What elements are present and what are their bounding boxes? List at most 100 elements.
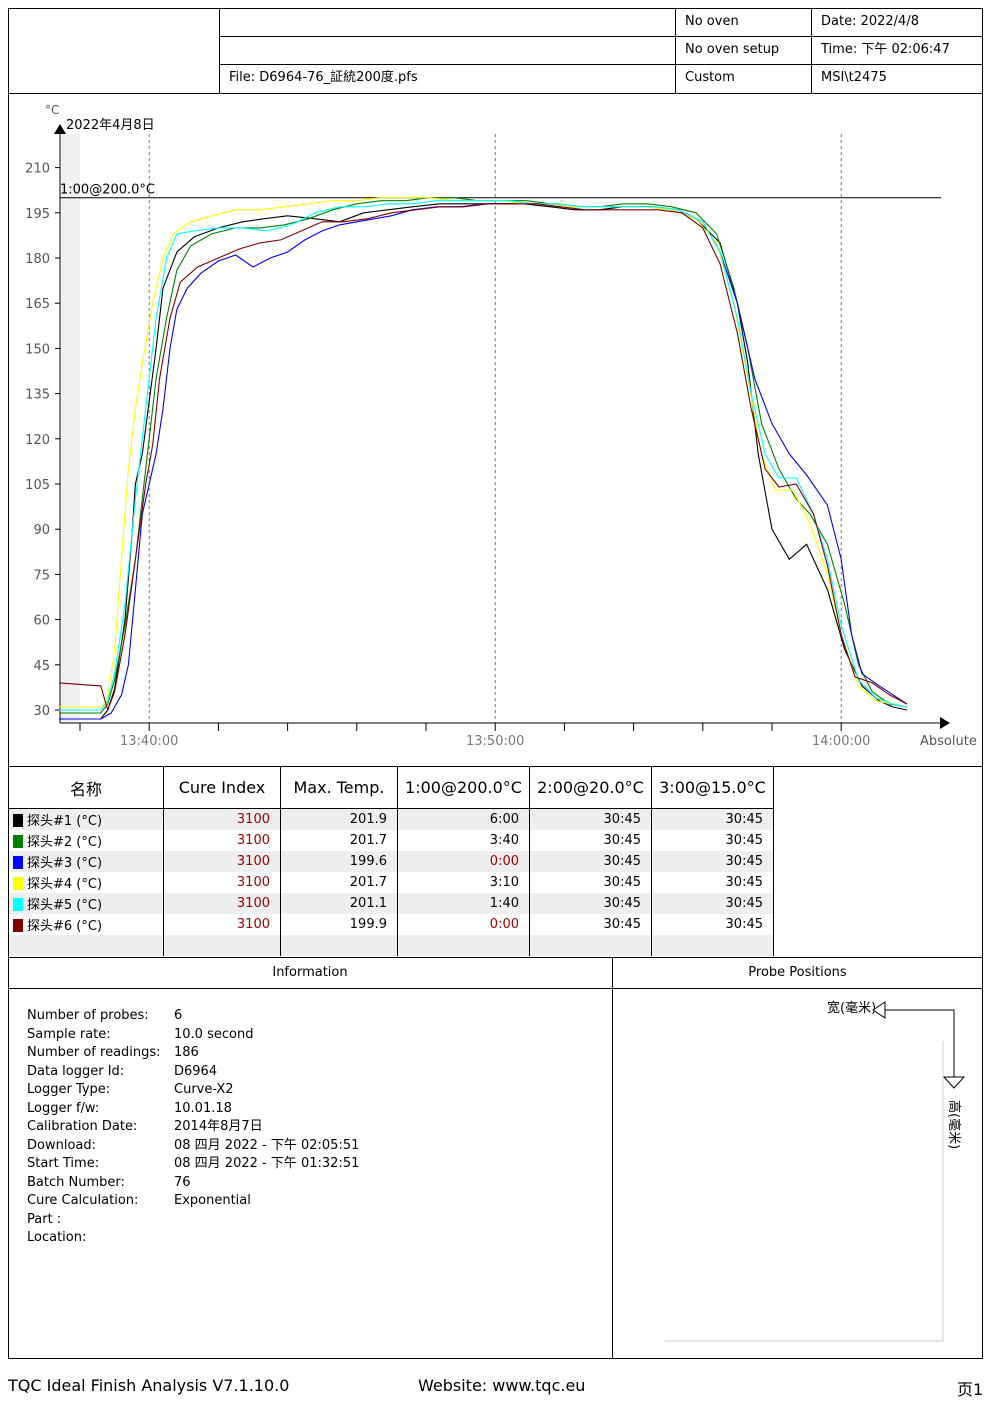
cure-index-cell: 3100: [163, 893, 281, 914]
y-tick-label: 120: [25, 433, 50, 448]
date-label: Date: 2022/4/8: [821, 14, 919, 29]
info-row: Data logger Id: D6964: [27, 1063, 359, 1082]
ref3-time-cell: 30:45: [651, 851, 774, 872]
info-key: Number of readings:: [27, 1045, 161, 1060]
probe-table-header: 名称 Cure Index Max. Temp. 1:00@200.0°C 2:…: [9, 767, 774, 809]
info-key: Logger Type:: [27, 1082, 111, 1097]
footer-app: TQC Ideal Finish Analysis V7.1.10.0: [8, 1376, 290, 1395]
user-label: MSI\t2475: [821, 70, 887, 85]
info-key: Calibration Date:: [27, 1119, 138, 1134]
probe-name-cell: 探头#4 (°C): [9, 872, 164, 893]
x-tick-label: 14:00:00: [812, 734, 870, 749]
col-name: 名称: [9, 767, 164, 809]
ref2-time-cell: 30:45: [529, 872, 652, 893]
probe-name: 探头#2 (°C): [27, 835, 103, 850]
information-title: Information: [272, 965, 348, 980]
height-axis-label: 高(毫米): [946, 1100, 962, 1149]
probe-name-cell: 探头#6 (°C): [9, 914, 164, 935]
height-axis-arrow: [942, 1076, 966, 1089]
y-tick-label: 30: [33, 704, 50, 719]
info-value: Curve-X2: [174, 1082, 234, 1097]
probe-name-cell: 探头#1 (°C): [9, 808, 164, 830]
info-row: Batch Number: 76: [27, 1174, 359, 1193]
oven-setup-label: No oven setup: [685, 42, 780, 57]
max-temp-cell: 199.6: [280, 851, 398, 872]
probe-name: 探头#3 (°C): [27, 856, 103, 871]
report-frame: [8, 8, 983, 1359]
ref3-time-cell: 30:45: [651, 830, 774, 851]
info-value: 2014年8月7日: [174, 1119, 263, 1134]
info-value: Exponential: [174, 1193, 251, 1208]
probe-color-swatch: [13, 919, 23, 932]
info-row: Logger f/w: 10.01.18: [27, 1100, 359, 1119]
y-tick-label: 90: [33, 523, 50, 538]
ref2-time-cell: 30:45: [529, 808, 652, 830]
y-axis-arrow: [54, 124, 66, 134]
probe-row: 探头#2 (°C) 3100 201.7 3:40 30:45 30:45: [9, 830, 774, 851]
ref2-time-cell: 30:45: [529, 893, 652, 914]
info-row: Part :: [27, 1211, 359, 1230]
probe-color-swatch: [13, 814, 23, 827]
col-ref2: 2:00@20.0°C: [529, 767, 652, 809]
max-temp-cell: 201.1: [280, 893, 398, 914]
info-key: Data logger Id:: [27, 1063, 125, 1079]
ref3-time-cell: 30:45: [651, 893, 774, 914]
x-axis-arrow: [940, 717, 950, 729]
probe-row: 探头#5 (°C) 3100 201.1 1:40 30:45 30:45: [9, 893, 774, 914]
probe-name: 探头#4 (°C): [27, 877, 103, 892]
cure-index-cell: 3100: [163, 872, 281, 893]
oven-label: No oven: [685, 14, 739, 29]
probe-row: 探头#4 (°C) 3100 201.7 3:10 30:45 30:45: [9, 872, 774, 893]
series-line-probe-6: [59, 203, 908, 712]
series-line-probe-1: [59, 203, 908, 720]
report-header: No oven No oven setup Custom Date: 2022/…: [8, 8, 983, 94]
info-row: Start Time: 08 四月 2022 - 下午 01:32:51: [27, 1155, 359, 1174]
cure-index-cell: 3100: [163, 914, 281, 935]
info-value: 76: [174, 1174, 191, 1190]
info-value: 08 四月 2022 - 下午 02:05:51: [174, 1137, 360, 1153]
y-tick-label: 60: [33, 614, 50, 629]
max-temp-cell: 199.9: [280, 914, 398, 935]
ref1-time-cell: 0:00: [397, 914, 530, 935]
custom-label: Custom: [685, 70, 735, 85]
information-list: Number of probes: 6 Sample rate: 10.0 secon…: [27, 1007, 359, 1248]
info-row: Number of probes: 6: [27, 1007, 359, 1026]
ref1-time-cell: 1:40: [397, 893, 530, 914]
y-tick-label: 45: [33, 659, 50, 674]
y-tick-label: 150: [25, 342, 50, 357]
x-tick-label: 13:40:00: [120, 734, 178, 749]
col-cure-index: Cure Index: [163, 767, 281, 809]
info-value: 08 四月 2022 - 下午 01:32:51: [174, 1156, 360, 1171]
ref1-time-cell: 3:40: [397, 830, 530, 851]
probe-name: 探头#6 (°C): [27, 919, 103, 934]
col-max-temp: Max. Temp.: [280, 767, 398, 809]
max-temp-cell: 201.7: [280, 830, 398, 851]
info-key: Start Time:: [27, 1156, 100, 1171]
probe-table-spacer: [9, 935, 774, 956]
info-value: D6964: [174, 1063, 218, 1079]
probe-row: 探头#3 (°C) 3100 199.6 0:00 30:45 30:45: [9, 851, 774, 872]
ref1-time-cell: 0:00: [397, 851, 530, 872]
probe-color-swatch: [13, 898, 23, 911]
info-row: Cure Calculation: Exponential: [27, 1192, 359, 1211]
ref2-time-cell: 30:45: [529, 851, 652, 872]
y-tick-label: 210: [25, 162, 50, 177]
cure-index-cell: 3100: [163, 851, 281, 872]
ref3-time-cell: 30:45: [651, 808, 774, 830]
ref2-time-cell: 30:45: [529, 914, 652, 935]
info-key: Batch Number:: [27, 1174, 125, 1190]
probe-color-swatch: [13, 877, 23, 890]
col-ref1: 1:00@200.0°C: [397, 767, 530, 809]
reference-line-label: 1:00@200.0°C: [60, 183, 155, 198]
info-value: 10.01.18: [174, 1100, 232, 1116]
info-row: Calibration Date: 2014年8月7日: [27, 1118, 359, 1137]
info-row: Download: 08 四月 2022 - 下午 02:05:51: [27, 1137, 359, 1156]
y-unit-label: °C: [45, 103, 59, 117]
temperature-chart: °C 2022年4月8日 Absolute 30 45 60 75 90 105 120 13…: [25, 103, 977, 749]
left-shaded-band: [61, 134, 80, 723]
probe-name-cell: 探头#5 (°C): [9, 893, 164, 914]
ref2-time-cell: 30:45: [529, 830, 652, 851]
info-key: Logger f/w:: [27, 1100, 100, 1116]
series-line-probe-5: [59, 200, 908, 711]
probe-name: 探头#1 (°C): [27, 814, 103, 829]
